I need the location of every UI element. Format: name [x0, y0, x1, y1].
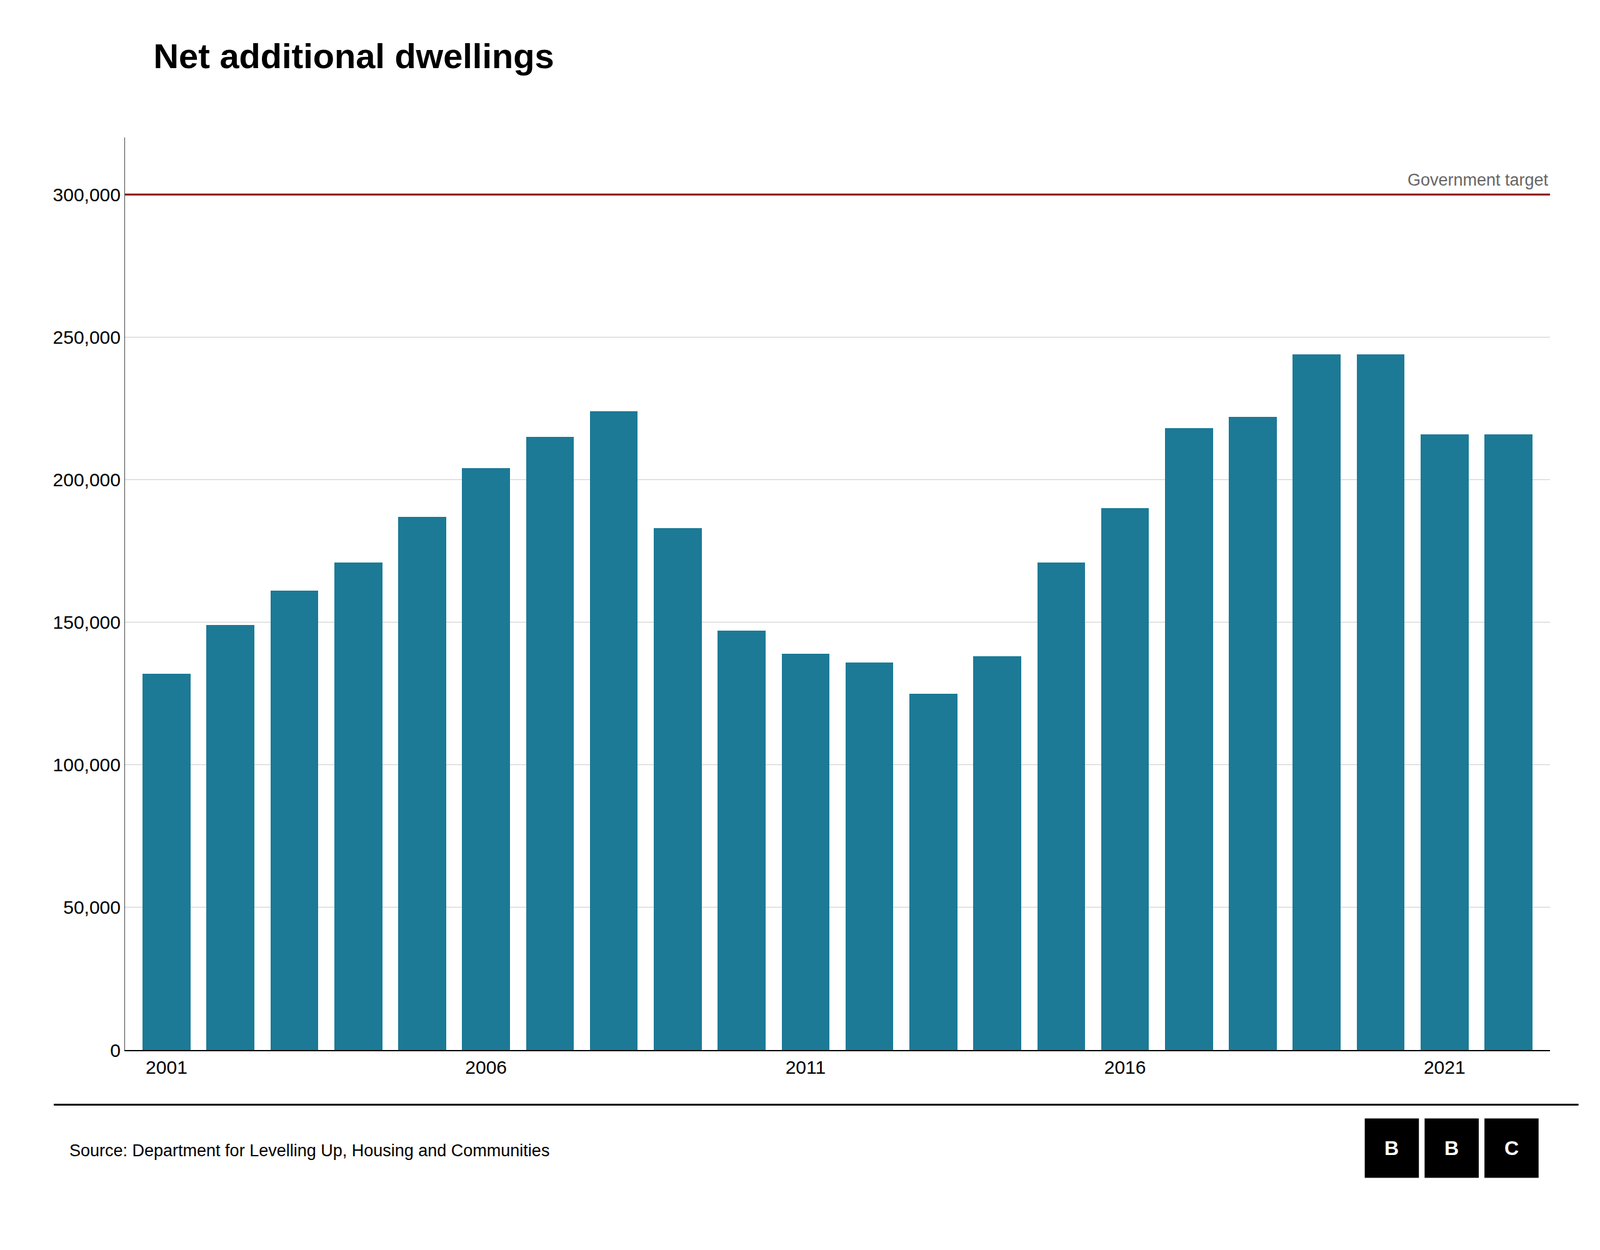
svg-text:C: C — [1504, 1136, 1519, 1160]
svg-text:200,000: 200,000 — [53, 469, 121, 490]
svg-text:2011: 2011 — [785, 1056, 827, 1078]
svg-text:Source: Department for Levelli: Source: Department for Levelling Up, Hou… — [69, 1141, 550, 1160]
svg-text:50,000: 50,000 — [63, 896, 121, 918]
svg-text:Government target: Government target — [1407, 170, 1549, 190]
svg-text:100,000: 100,000 — [53, 754, 121, 775]
svg-text:250,000: 250,000 — [53, 326, 121, 348]
svg-text:150,000: 150,000 — [53, 611, 121, 633]
svg-text:Net additional dwellings: Net additional dwellings — [153, 36, 555, 76]
svg-text:B: B — [1444, 1136, 1459, 1160]
svg-text:2006: 2006 — [465, 1056, 507, 1078]
svg-text:300,000: 300,000 — [53, 184, 121, 205]
svg-text:2016: 2016 — [1104, 1056, 1147, 1078]
svg-text:B: B — [1384, 1136, 1399, 1160]
svg-text:2001: 2001 — [145, 1056, 188, 1078]
svg-text:0: 0 — [110, 1040, 121, 1061]
svg-text:2021: 2021 — [1423, 1056, 1466, 1078]
